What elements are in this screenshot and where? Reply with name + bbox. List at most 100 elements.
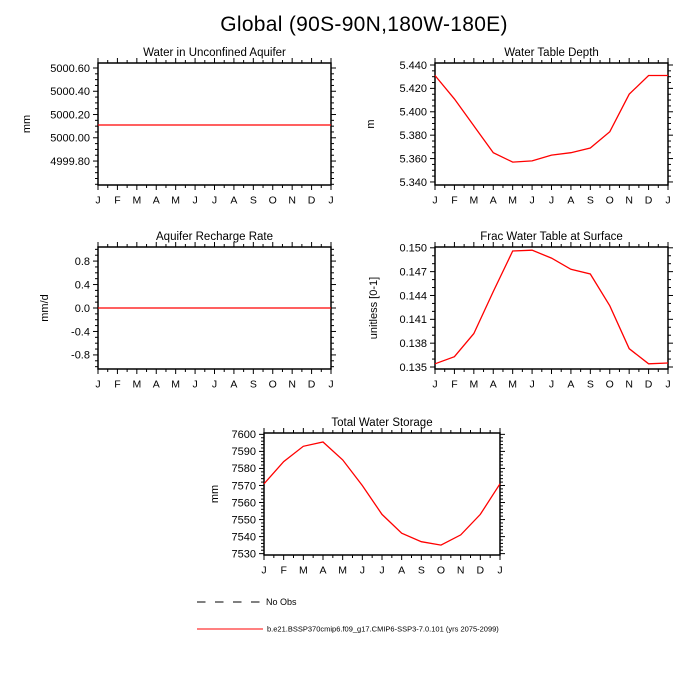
y-tick-label: 7570 xyxy=(232,480,256,492)
y-tick-label: 0.4 xyxy=(75,279,90,291)
x-tick-label: J xyxy=(432,379,437,391)
y-axis-label: unitless [0-1] xyxy=(368,277,380,339)
y-tick-label: 5.340 xyxy=(399,177,427,189)
case-legend-label: b.e21.BSSP370cmip6.f09_g17.CMIP6-SSP3-7.… xyxy=(267,625,499,634)
y-tick-label: 4999.80 xyxy=(50,156,90,168)
x-tick-label: A xyxy=(230,195,237,207)
x-tick-label: D xyxy=(645,195,653,207)
x-tick-label: J xyxy=(665,379,670,391)
series-line xyxy=(434,74,668,163)
chart-water-table-depth: J F M A M J J A S O N D J5.3405.3605.3805.4005.4205.… xyxy=(365,47,673,207)
y-tick-label: 7530 xyxy=(232,548,256,560)
x-tick-label: A xyxy=(567,195,574,207)
x-tick-label: A xyxy=(319,565,326,577)
y-tick-label: 0.138 xyxy=(399,338,427,350)
y-tick-label: 0.141 xyxy=(399,314,427,326)
x-tick-label: A xyxy=(398,565,405,577)
x-tick-label: N xyxy=(457,565,465,577)
page-title: Global (90S-90N,180W-180E) xyxy=(220,13,508,36)
no-obs-legend-label: No Obs xyxy=(266,597,297,607)
plot-frame xyxy=(263,432,501,556)
x-tick-label: M xyxy=(469,195,478,207)
y-tick-label: 5.420 xyxy=(399,83,427,95)
x-tick-label: A xyxy=(230,379,237,391)
x-tick-label: J xyxy=(328,195,333,207)
x-tick-label: M xyxy=(338,565,347,577)
x-tick-label: D xyxy=(477,565,485,577)
x-tick-label: F xyxy=(451,379,457,391)
y-tick-label: 0.0 xyxy=(75,303,90,315)
y-tick-label: 7600 xyxy=(232,429,256,441)
y-tick-label: 0.144 xyxy=(399,290,427,302)
x-tick-label: N xyxy=(288,195,296,207)
legend: No Obs b.e21.BSSP370cmip6.f09_g17.CMIP6-S… xyxy=(197,597,499,634)
x-tick-label: M xyxy=(171,195,180,207)
x-tick-label: J xyxy=(328,379,333,391)
x-tick-label: S xyxy=(587,379,594,391)
x-tick-label: S xyxy=(587,195,594,207)
y-tick-label: 5.360 xyxy=(399,153,427,165)
y-tick-label: 5.440 xyxy=(399,60,427,72)
x-tick-label: D xyxy=(308,195,316,207)
series-line xyxy=(434,249,669,365)
y-tick-label: 0.8 xyxy=(75,256,90,268)
x-tick-label: A xyxy=(490,195,497,207)
x-tick-label: M xyxy=(171,379,180,391)
y-axis-label: mm xyxy=(21,115,33,133)
x-tick-label: M xyxy=(299,565,308,577)
y-tick-label: 5000.00 xyxy=(50,133,90,145)
series-line xyxy=(263,441,501,546)
y-axis-label: m xyxy=(365,119,377,128)
x-tick-label: O xyxy=(269,379,277,391)
x-tick-label: M xyxy=(132,195,141,207)
x-tick-label: J xyxy=(192,195,197,207)
y-tick-label: 0.150 xyxy=(399,243,427,255)
y-tick-label: 5000.60 xyxy=(50,63,90,75)
chart-title: Frac Water Table at Surface xyxy=(480,231,623,243)
x-tick-label: N xyxy=(288,379,296,391)
x-tick-label: F xyxy=(280,565,286,577)
x-tick-label: D xyxy=(308,379,316,391)
plot-frame xyxy=(434,246,669,370)
chart-total-water-storage: J F M A M J J A S O N D J753075407550756075707580759… xyxy=(209,417,505,577)
x-tick-label: J xyxy=(212,195,217,207)
chart-title: Total Water Storage xyxy=(331,417,432,429)
x-tick-label: F xyxy=(114,195,120,207)
y-axis-label: mm xyxy=(209,485,221,503)
chart-frac-water-table-at-surface: J F M A M J J A S O N D J0.1350.1380.1410.1440.1470.… xyxy=(368,231,673,391)
x-tick-label: J xyxy=(379,565,384,577)
x-tick-label: M xyxy=(508,379,517,391)
chart-title: Water Table Depth xyxy=(504,47,599,59)
x-tick-label: M xyxy=(508,195,517,207)
chart-title: Water in Unconfined Aquifer xyxy=(143,47,286,59)
x-tick-label: J xyxy=(95,195,100,207)
x-tick-label: M xyxy=(469,379,478,391)
x-tick-label: F xyxy=(114,379,120,391)
x-tick-label: J xyxy=(432,195,437,207)
y-tick-label: 5000.40 xyxy=(50,86,90,98)
x-tick-label: N xyxy=(625,379,633,391)
x-tick-label: J xyxy=(665,195,670,207)
x-tick-label: O xyxy=(606,379,614,391)
plot-frame xyxy=(434,62,669,186)
x-tick-label: J xyxy=(192,379,197,391)
y-tick-label: 7590 xyxy=(232,446,256,458)
chart-water-in-unconfined-aquifer: J F M A M J J A S O N D J4999.805000.005000.205000.4… xyxy=(21,47,336,207)
x-tick-label: J xyxy=(549,379,554,391)
x-tick-label: A xyxy=(567,379,574,391)
y-tick-label: 5.400 xyxy=(399,107,427,119)
plot-frame xyxy=(97,62,332,186)
x-tick-label: A xyxy=(153,379,160,391)
y-tick-label: 0.147 xyxy=(399,266,427,278)
x-tick-label: F xyxy=(451,195,457,207)
x-tick-label: S xyxy=(250,379,257,391)
x-tick-label: S xyxy=(418,565,425,577)
y-axis-label: mm/d xyxy=(39,294,51,322)
y-tick-label: 5000.20 xyxy=(50,109,90,121)
chart-title: Aquifer Recharge Rate xyxy=(156,231,273,243)
x-tick-label: J xyxy=(529,195,534,207)
x-tick-label: S xyxy=(250,195,257,207)
x-tick-label: O xyxy=(606,195,614,207)
